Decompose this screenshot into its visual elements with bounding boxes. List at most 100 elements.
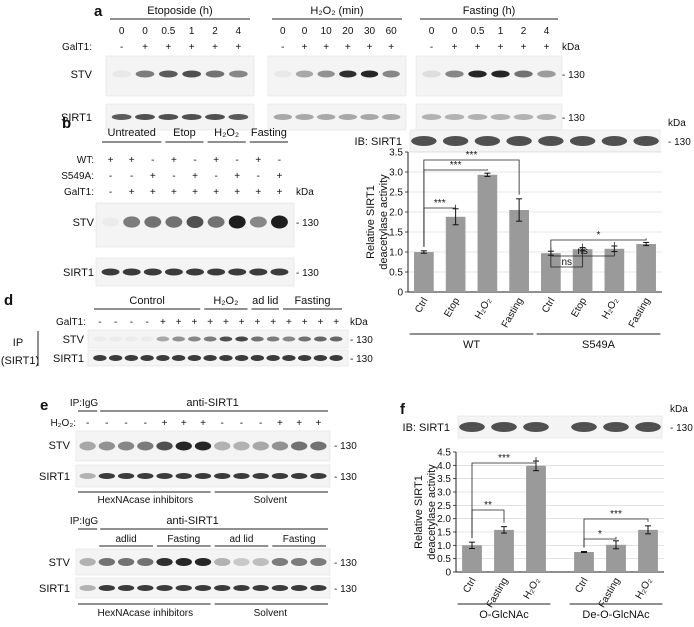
group-title: Etoposide (h) <box>147 5 212 17</box>
sirt1-band <box>219 355 233 361</box>
sirt1-band <box>252 585 269 591</box>
sirt1-blot <box>415 103 563 131</box>
sirt1-band <box>156 585 173 591</box>
sign: + <box>171 187 177 198</box>
group-title: H₂O₂ (min) <box>310 5 363 17</box>
blot-label: IB: SIRT1 <box>403 422 450 434</box>
stv-band <box>314 336 327 342</box>
galt1-sign: + <box>176 317 182 328</box>
significance-bracket <box>583 518 649 548</box>
blot-band <box>538 136 564 146</box>
group-title: Etop <box>173 127 196 139</box>
y-axis-label: Relative SIRT1 <box>365 185 377 259</box>
stv-band <box>194 441 212 451</box>
bar <box>636 244 656 292</box>
stv-band <box>156 336 170 342</box>
stv-band <box>360 70 379 78</box>
stv-band <box>317 70 335 78</box>
group-label: WT <box>463 339 480 351</box>
time-label: 1 <box>498 26 504 37</box>
sirt1-band <box>194 585 212 591</box>
galt1-sign: + <box>160 317 166 328</box>
stv-row-label: STV <box>63 334 85 346</box>
h2o2-sign: - <box>144 418 147 429</box>
galt1-sign: + <box>345 42 351 53</box>
stv-band <box>175 441 192 451</box>
y-tick-label: 0 <box>397 288 403 299</box>
stv-band <box>382 70 400 78</box>
sirt1-band <box>143 268 162 276</box>
sirt1-band <box>228 114 249 120</box>
stv-band <box>422 70 441 78</box>
y-tick-label: 0.5 <box>389 268 403 279</box>
bar <box>414 252 434 292</box>
bar <box>494 529 514 572</box>
sirt1-band <box>252 473 269 479</box>
panel-c: IB: SIRT1 kDa - 130 0 0.5 1.0 1.5 2.0 2.5 3.0 3.5 R… <box>355 118 692 351</box>
time-label: 0 <box>119 26 125 37</box>
stv-band <box>445 70 464 78</box>
sign: - <box>236 155 239 166</box>
blot-band <box>635 422 661 432</box>
galt1-sign: + <box>323 42 329 53</box>
stv-band <box>229 70 248 78</box>
stv-band <box>310 441 327 451</box>
stv-band <box>117 558 135 566</box>
mw-marker: - 130 <box>334 441 357 452</box>
stv-blot <box>267 55 407 97</box>
blot-band <box>603 422 629 432</box>
group-label: O-GlcNAc <box>479 609 529 621</box>
y-tick-label: 3.5 <box>437 474 451 485</box>
significance-bracket <box>550 242 615 257</box>
sirt1-band <box>117 585 135 591</box>
bar <box>462 545 482 572</box>
sirt1-band <box>117 473 135 479</box>
stv-band <box>228 215 246 229</box>
stv-band <box>233 558 250 566</box>
x-tick-label: Fasting <box>485 576 511 610</box>
sirt1-band <box>214 585 231 591</box>
stv-band <box>271 558 289 566</box>
stv-band <box>112 70 131 78</box>
x-tick-label: H₂O₂ <box>522 576 543 601</box>
sirt1-band <box>79 473 96 479</box>
galt1-sign: - <box>114 317 117 328</box>
h2o2-sign: - <box>86 418 89 429</box>
sirt1-row-label: SIRT1 <box>39 471 70 483</box>
y-tick-label: 1.5 <box>437 528 451 539</box>
sirt1-band <box>329 355 343 361</box>
kda-label: kDa <box>562 42 580 53</box>
galt1-sign: + <box>302 42 308 53</box>
x-tick-label: Fasting <box>500 296 526 330</box>
blot-label: IB: SIRT1 <box>355 136 402 148</box>
sirt1-band <box>175 585 192 591</box>
galt1-row-label: GalT1: <box>62 42 92 53</box>
mw-marker: - 130 <box>670 423 693 434</box>
h2o2-sign: + <box>181 418 187 429</box>
sirt1-band <box>214 473 231 479</box>
sign: + <box>150 187 156 198</box>
significance-label: *** <box>498 453 510 464</box>
sign: + <box>255 155 261 166</box>
sirt1-band <box>467 114 488 120</box>
sign: - <box>172 171 175 182</box>
sirt1-band <box>310 585 327 591</box>
stv-band <box>172 336 185 342</box>
h2o2-sign: + <box>200 418 206 429</box>
stv-band <box>219 336 233 342</box>
galt1-sign: + <box>333 317 339 328</box>
mw-marker: - 130 <box>334 584 357 595</box>
group-title: Fasting (h) <box>463 5 516 17</box>
stv-band <box>98 441 116 451</box>
time-label: 0 <box>302 26 308 37</box>
sirt1-band <box>108 355 123 361</box>
kda-label: kDa <box>670 404 688 415</box>
sign: - <box>109 171 112 182</box>
time-label: 30 <box>364 26 376 37</box>
sign: - <box>257 171 260 182</box>
h2o2-sign: + <box>162 418 168 429</box>
h2o2-sign: - <box>105 418 108 429</box>
sirt1-row-label: SIRT1 <box>53 353 84 365</box>
stv-band <box>274 70 292 78</box>
